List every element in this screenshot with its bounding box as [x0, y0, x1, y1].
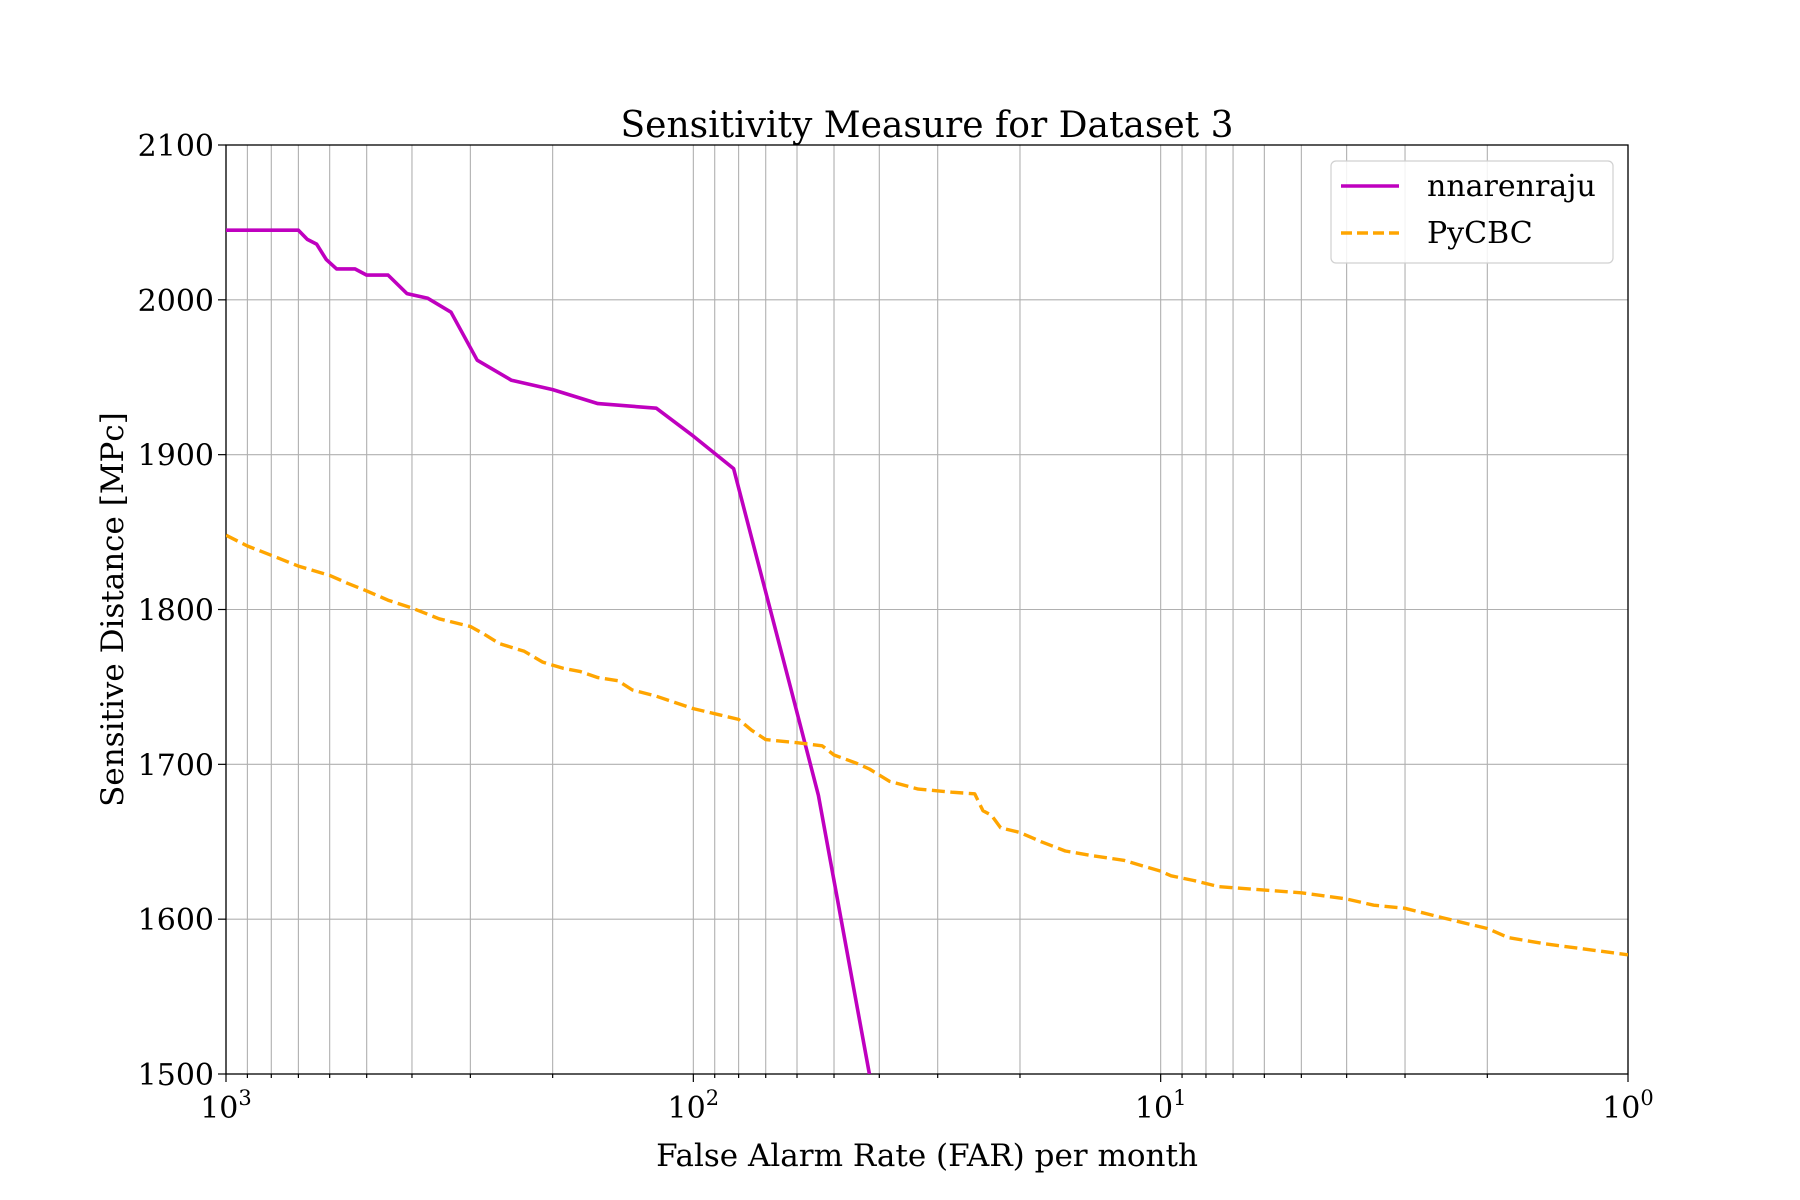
legend-box: [1330, 160, 1614, 264]
legend-label: PyCBC: [1427, 216, 1533, 251]
series-line-nnarenraju: [226, 228, 872, 1074]
y-tick-label: 1800: [138, 594, 214, 629]
x-axis-label: False Alarm Rate (FAR) per month: [656, 1138, 1198, 1174]
grid: [225, 144, 1629, 1075]
y-axis-label: Sensitive Distance [MPc]: [95, 412, 131, 807]
x-tick-label: 100: [1602, 1086, 1654, 1126]
y-tick-label: 2000: [138, 284, 214, 319]
series-layer: [226, 228, 1628, 1074]
x-axis: 103 102 101 100: [200, 1074, 1654, 1126]
y-axis: 1500 1600 1700 1800 1900 2000 2100: [138, 129, 226, 1093]
y-tick-label: 1500: [138, 1058, 214, 1093]
y-tick-label: 2100: [138, 129, 214, 164]
series-line-pycbc: [226, 533, 1628, 957]
chart-title: Sensitivity Measure for Dataset 3: [621, 105, 1234, 146]
x-tick-label: 102: [668, 1086, 720, 1126]
x-tick-label: 103: [200, 1086, 252, 1126]
y-tick-label: 1600: [138, 903, 214, 938]
legend: nnarenraju PyCBC: [1330, 160, 1614, 264]
y-tick-label: 1900: [138, 439, 214, 474]
legend-label: nnarenraju: [1427, 169, 1596, 204]
y-tick-label: 1700: [138, 748, 214, 783]
x-tick-label: 101: [1135, 1086, 1187, 1126]
